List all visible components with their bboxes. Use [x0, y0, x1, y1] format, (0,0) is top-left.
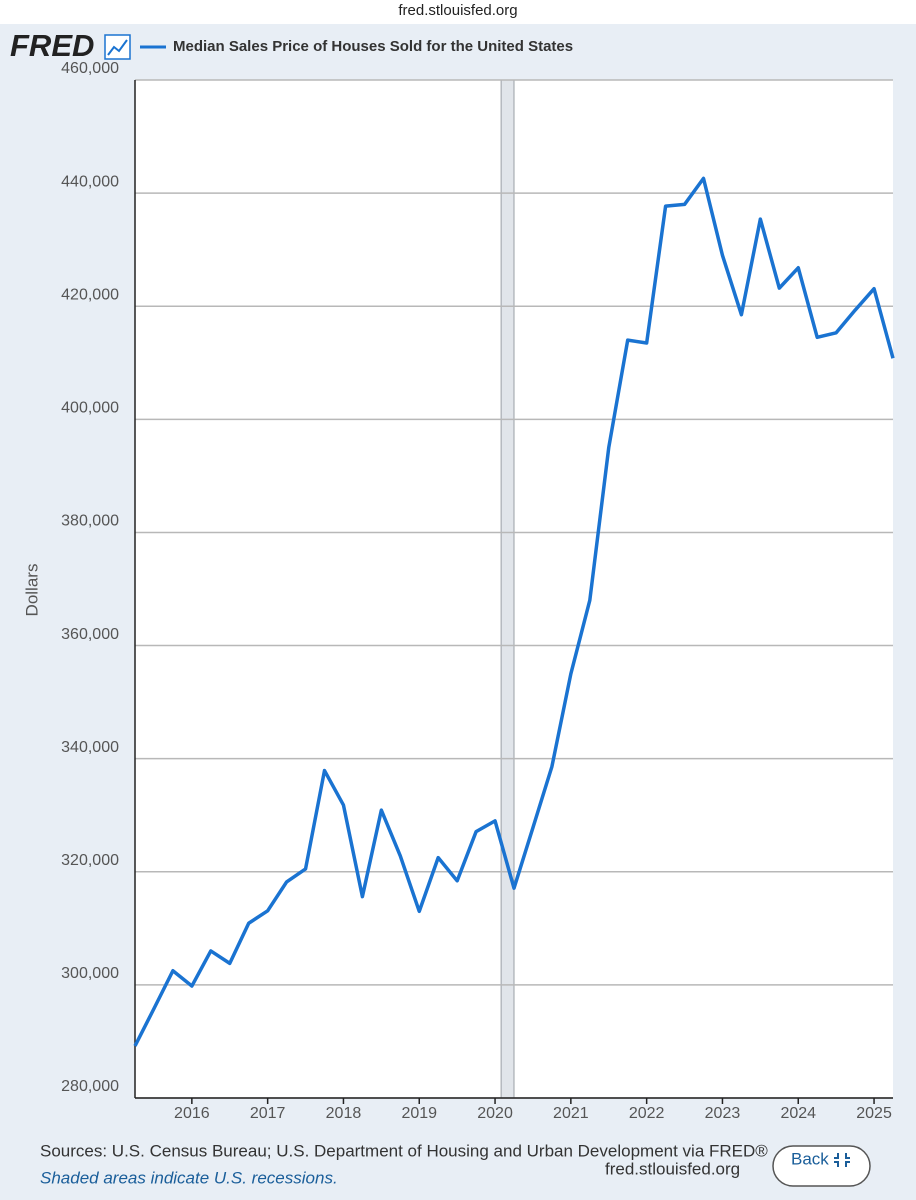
- back-icon[interactable]: [834, 1153, 850, 1167]
- address-bar: [0, 0, 916, 24]
- x-tick-label: 2021: [553, 1105, 589, 1122]
- y-tick-label: 320,000: [61, 852, 119, 869]
- sources: Sources: U.S. Census Bureau; U.S. Depart…: [40, 1141, 768, 1160]
- y-tick-label: 440,000: [61, 173, 119, 190]
- footer-url: fred.stlouisfed.org: [605, 1159, 740, 1178]
- y-tick-label: 280,000: [61, 1078, 119, 1095]
- x-tick-label: 2019: [401, 1105, 437, 1122]
- url: fred.stlouisfed.org: [398, 2, 517, 19]
- logo-icon: [104, 34, 131, 60]
- x-tick-label: 2017: [250, 1105, 286, 1122]
- series-line: [133, 176, 895, 1047]
- back-button[interactable]: Back: [772, 1145, 871, 1187]
- x-tick-label: 2024: [780, 1105, 816, 1122]
- logo-line: [107, 39, 128, 56]
- x-tick-label: 2023: [705, 1105, 741, 1122]
- x-tick-label: 2016: [174, 1105, 210, 1122]
- y-tick-label: 300,000: [61, 965, 119, 982]
- y-tick-label: 360,000: [61, 626, 119, 643]
- legend-label: Median Sales Price of Houses Sold for th…: [173, 38, 573, 55]
- y-axis-label: Dollars: [22, 564, 41, 617]
- logo: FRED: [10, 28, 94, 63]
- x-tick-label: 2025: [856, 1105, 892, 1122]
- x-tick-label: 2022: [629, 1105, 665, 1122]
- y-tick-label: 400,000: [61, 400, 119, 417]
- back-label[interactable]: Back: [791, 1149, 829, 1168]
- y-tick-label: 380,000: [61, 513, 119, 530]
- x-tick-label: 2020: [477, 1105, 513, 1122]
- recession-shade: [500, 79, 515, 1099]
- recession-note: Shaded areas indicate U.S. recessions.: [40, 1168, 338, 1187]
- x-tick-label: 2018: [326, 1105, 362, 1122]
- y-tick-label: 420,000: [61, 286, 119, 303]
- y-tick-label: 340,000: [61, 739, 119, 756]
- y-tick-label: 460,000: [61, 60, 119, 77]
